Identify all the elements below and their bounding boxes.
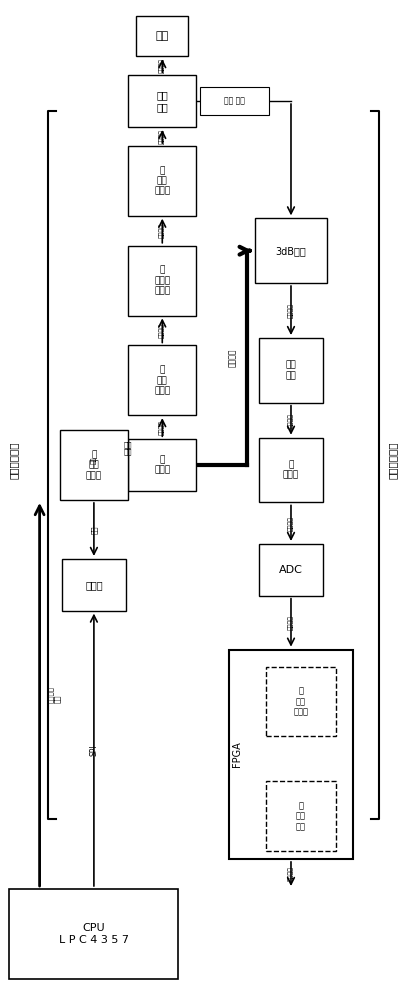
Text: 一极
二管: 一极 二管 <box>286 361 296 380</box>
Bar <box>128 146 196 216</box>
Text: 路
数字
检波器: 路 数字 检波器 <box>294 687 309 716</box>
Text: 锁相环: 锁相环 <box>85 580 103 590</box>
Bar <box>259 438 323 502</box>
Text: FPGA: FPGA <box>232 741 243 767</box>
Bar <box>259 544 323 596</box>
Text: 振荡: 振荡 <box>91 525 97 534</box>
Text: 射频信号: 射频信号 <box>160 58 165 73</box>
Bar <box>128 75 196 127</box>
Text: ADC: ADC <box>279 565 303 575</box>
Text: 数据控制
信号: 数据控制 信号 <box>47 686 61 703</box>
Text: 音频
信号: 音频 信号 <box>124 441 132 455</box>
Bar <box>60 430 128 500</box>
Text: 路
放大器: 路 放大器 <box>283 460 299 480</box>
Text: 路
低通
滤波器: 路 低通 滤波器 <box>86 450 102 480</box>
Bar <box>266 781 336 851</box>
Text: 路
介质
滤波器: 路 介质 滤波器 <box>154 365 171 395</box>
Bar <box>200 87 269 115</box>
Text: 振荡: 振荡 <box>91 457 97 464</box>
Text: 解
频率
调制: 解 频率 调制 <box>296 801 306 831</box>
Bar <box>259 338 323 403</box>
Text: 射频信号: 射频信号 <box>288 303 294 318</box>
Text: 射频信号: 射频信号 <box>288 413 294 428</box>
Text: 射频信号: 射频信号 <box>160 129 165 144</box>
Bar <box>62 559 126 611</box>
Text: 射频信号: 射频信号 <box>160 323 165 338</box>
Text: 射频信号: 射频信号 <box>160 420 165 435</box>
Bar <box>9 889 178 979</box>
Text: 路
低噪声
放大器: 路 低噪声 放大器 <box>154 266 171 296</box>
Bar <box>266 667 336 736</box>
Text: 路
带通
滤波器: 路 带通 滤波器 <box>154 166 171 196</box>
Text: 射频信号: 射频信号 <box>288 516 294 531</box>
Text: 射频前向链路: 射频前向链路 <box>9 441 19 479</box>
Text: 射频反向链路: 射频反向链路 <box>387 441 397 479</box>
Text: 天线: 天线 <box>156 31 169 41</box>
Text: 射回 信号: 射回 信号 <box>224 97 245 106</box>
Text: 路
混频器: 路 混频器 <box>154 455 171 475</box>
Bar <box>128 246 196 316</box>
Bar <box>136 16 188 56</box>
Text: 收发
转换: 收发 转换 <box>156 90 168 112</box>
Text: SPI: SPI <box>90 744 98 756</box>
Text: 射频信号: 射频信号 <box>288 615 294 630</box>
Bar <box>128 345 196 415</box>
Bar <box>128 439 196 491</box>
Text: 本振信号: 本振信号 <box>228 349 237 367</box>
Bar <box>255 218 327 283</box>
Bar <box>229 650 353 859</box>
Text: 3dB电桥: 3dB电桥 <box>276 246 306 256</box>
Text: CPU
L P C 4 3 5 7: CPU L P C 4 3 5 7 <box>59 923 129 945</box>
Text: 射频信号: 射频信号 <box>160 223 165 238</box>
Text: 数据信号: 数据信号 <box>288 866 294 881</box>
